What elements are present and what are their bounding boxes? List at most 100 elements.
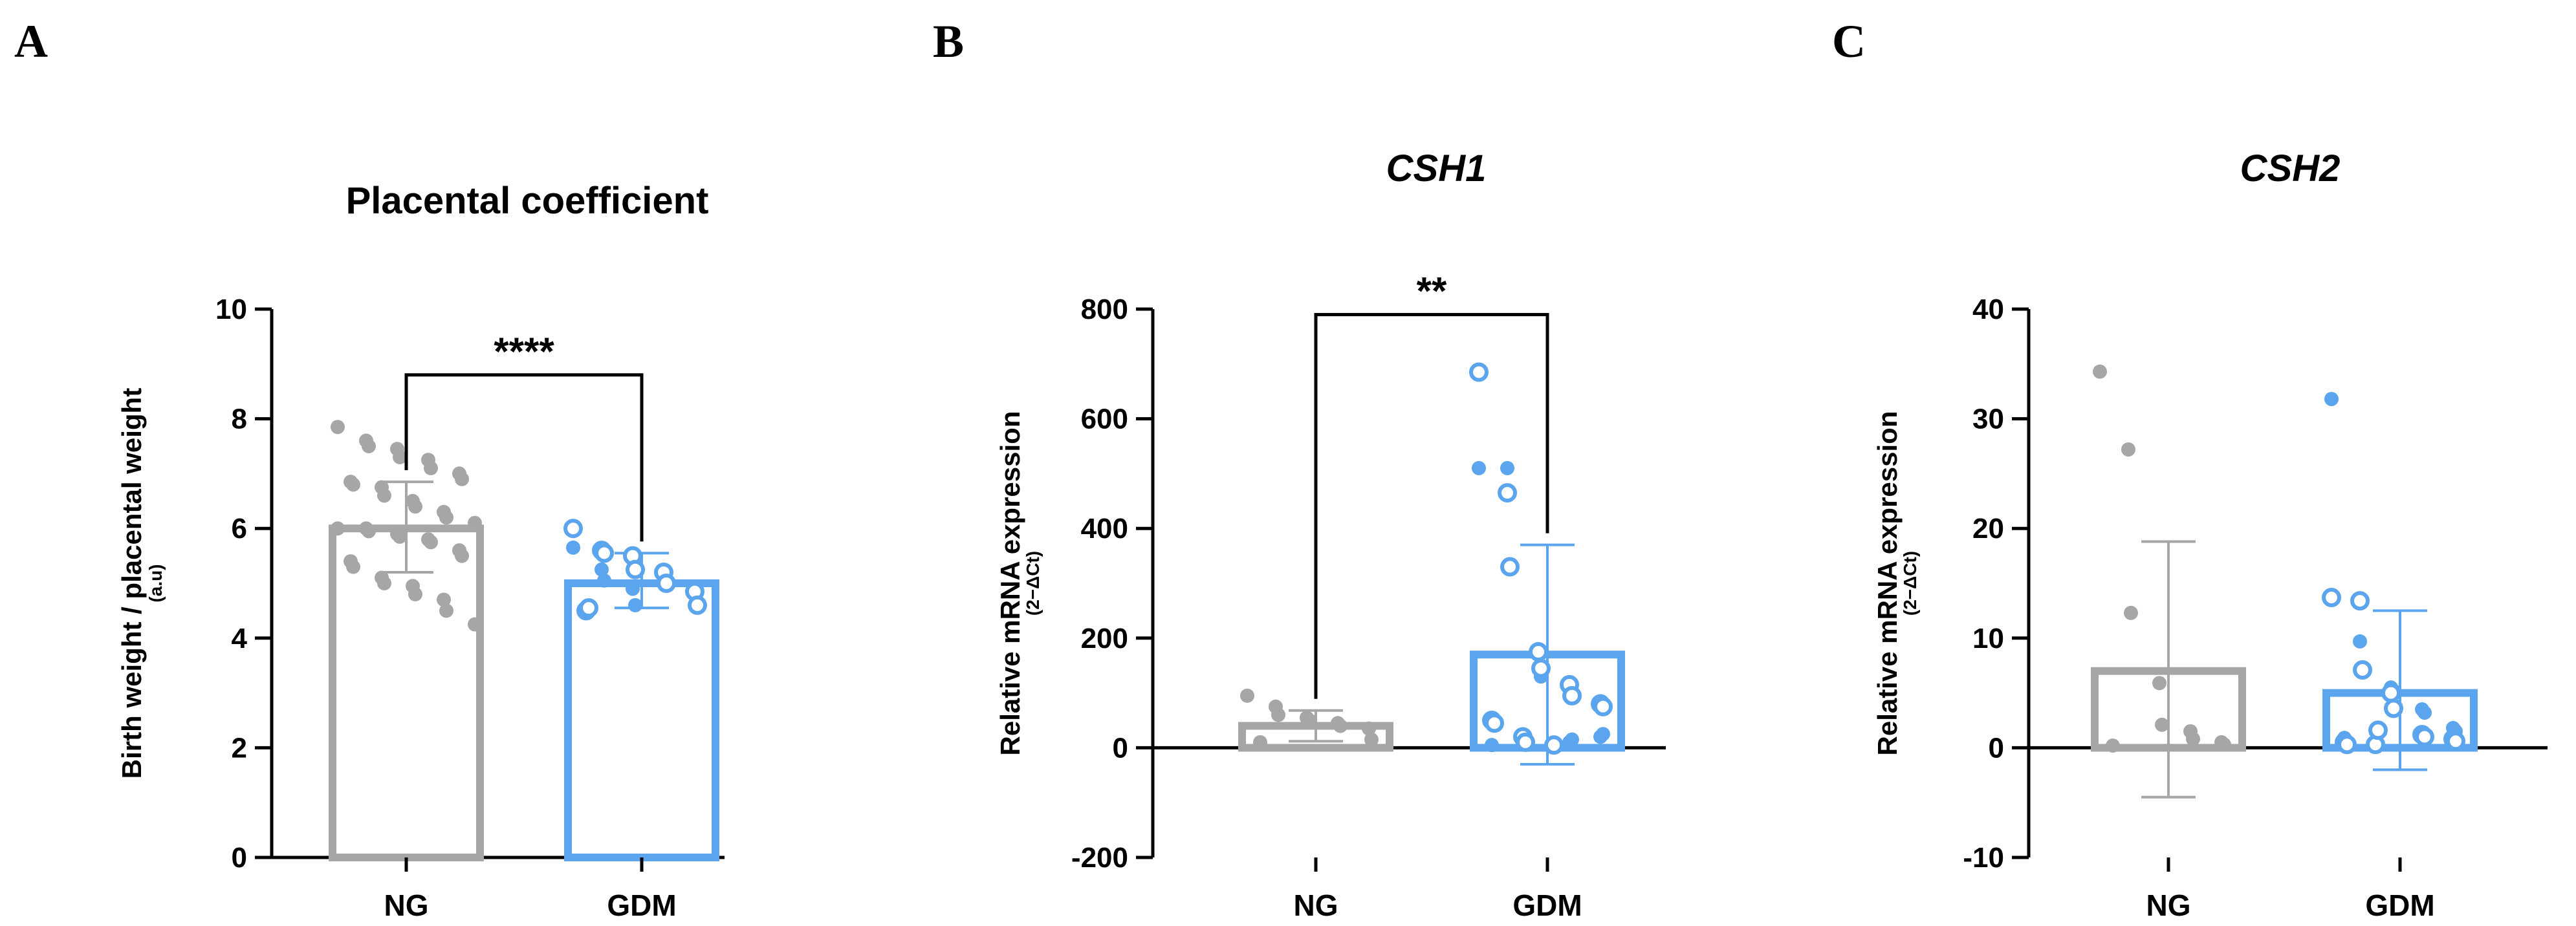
panel-a-point-ng bbox=[377, 576, 391, 590]
panel-c-category-gdm: GDM bbox=[2365, 888, 2434, 922]
panel-a-category-gdm: GDM bbox=[607, 888, 676, 922]
panel-c-letter: C bbox=[1832, 16, 1866, 67]
panel-a-point-ng bbox=[437, 592, 451, 607]
panel-a-point-ng bbox=[455, 471, 469, 486]
panel-a-bar-ng bbox=[329, 524, 484, 861]
panel-c-point-open-gdm bbox=[2350, 591, 2370, 611]
panel-b-point-open-gdm bbox=[1593, 696, 1613, 716]
panel-b-point-gdm bbox=[1500, 460, 1514, 475]
panel-a-bar-gdm bbox=[564, 579, 719, 861]
panel-a-point-gdm bbox=[566, 540, 580, 555]
panel-b-letter: B bbox=[933, 16, 964, 67]
panel-a-point-ng bbox=[393, 449, 407, 464]
panel-b-point-gdm bbox=[1472, 460, 1486, 475]
panel-a-point-ng bbox=[439, 510, 453, 525]
panel-b-point-open-gdm bbox=[1500, 557, 1520, 577]
panel-b-significance-label: ** bbox=[1417, 269, 1447, 312]
panel-a-point-open-gdm bbox=[595, 543, 614, 563]
panel-b-category-ng: NG bbox=[1294, 888, 1338, 922]
panel-a-point-ng bbox=[468, 617, 482, 632]
panel-a-point-ng bbox=[362, 439, 376, 453]
panel-b-point-ng bbox=[1240, 688, 1254, 703]
panel-b-point-ng bbox=[1302, 713, 1316, 727]
panel-c-point-gdm bbox=[2418, 705, 2432, 720]
panel-a-ytick-label: 0 bbox=[232, 842, 247, 874]
panel-c-point-open-gdm bbox=[2446, 731, 2465, 751]
panel-a-point-ng bbox=[393, 529, 407, 544]
panel-a-title: Placental coefficient bbox=[346, 180, 709, 222]
panel-b-significance-bracket bbox=[1314, 312, 1549, 699]
panel-b-point-open-gdm bbox=[1562, 685, 1582, 705]
panel-a-point-ng bbox=[331, 420, 345, 435]
panel-c-ytick-label: 30 bbox=[1972, 404, 2004, 435]
panel-b-point-open-gdm bbox=[1469, 362, 1489, 382]
panel-a-point-open-gdm bbox=[579, 598, 598, 618]
panel-b-point-ng bbox=[1362, 721, 1376, 736]
panel-c-title: CSH2 bbox=[2240, 147, 2341, 189]
panel-c-point-ng bbox=[2155, 717, 2169, 732]
panel-c-category-ng: NG bbox=[2146, 888, 2191, 922]
panel-c-point-open-gdm bbox=[2368, 720, 2388, 740]
panel-c-point-open-gdm bbox=[2384, 698, 2403, 718]
panel-b-point-ng bbox=[1271, 707, 1285, 722]
panel-b-ylabel-sub: (2−ΔCt) bbox=[1023, 551, 1043, 616]
panel-a-ytick-label: 8 bbox=[232, 404, 247, 435]
panel-c-point-gdm bbox=[2324, 392, 2339, 407]
panel-b-point-gdm bbox=[1596, 727, 1610, 742]
panel-b-category-gdm: GDM bbox=[1512, 888, 1582, 922]
panel-a-ytick-label: 10 bbox=[215, 294, 247, 325]
panel-a-point-ng bbox=[439, 603, 453, 618]
panel-a-point-ng bbox=[362, 524, 376, 539]
panel-a-point-gdm bbox=[595, 562, 609, 577]
panel-c-ytick-label: -10 bbox=[1963, 842, 2004, 874]
panel-b-ytick-label: 200 bbox=[1081, 623, 1128, 654]
panel-b-point-open-gdm bbox=[1516, 732, 1535, 752]
panel-c-ylabel-sub: (2−ΔCt) bbox=[1900, 551, 1920, 616]
panel-a-ytick-label: 2 bbox=[232, 732, 247, 764]
panel-a-letter: A bbox=[14, 16, 48, 67]
panel-a-point-ng bbox=[346, 477, 360, 492]
panel-c-point-open-gdm bbox=[2322, 588, 2341, 608]
panel-a-point-ng bbox=[377, 488, 391, 503]
panel-a-point-gdm bbox=[597, 573, 611, 588]
panel-b-title: CSH1 bbox=[1386, 147, 1487, 189]
panel-b-point-open-gdm bbox=[1531, 658, 1551, 678]
panel-b-point-open-gdm bbox=[1544, 735, 1564, 755]
panel-a-point-open-gdm bbox=[563, 519, 583, 539]
panel-c-ytick-label: 40 bbox=[1972, 294, 2004, 325]
panel-a-point-ng bbox=[424, 460, 438, 475]
panel-b-ytick-label: -200 bbox=[1071, 842, 1128, 874]
panel-c-point-ng bbox=[2106, 738, 2120, 753]
panel-b-point-ng bbox=[1364, 732, 1379, 747]
panel-c-point-open-gdm bbox=[2415, 727, 2434, 747]
panel-c-point-ng bbox=[2121, 442, 2135, 457]
panel-a-ytick-label: 4 bbox=[232, 623, 248, 654]
panel-a-point-open-gdm bbox=[657, 574, 676, 593]
panel-c-point-gdm bbox=[2353, 634, 2367, 649]
panel-c-point-ng bbox=[2093, 364, 2107, 379]
panel-b-point-open-gdm bbox=[1498, 483, 1517, 503]
panel-c-point-ng bbox=[2186, 731, 2200, 746]
panel-c-ytick-label: 10 bbox=[1972, 623, 2004, 654]
panel-c-point-ng bbox=[2152, 676, 2167, 691]
panel-a-point-ng bbox=[408, 587, 422, 601]
panel-c-ylabel: Relative mRNA expression bbox=[1872, 411, 1903, 756]
panel-a-point-gdm bbox=[628, 598, 642, 612]
panel-a-point-open-gdm bbox=[626, 559, 645, 579]
panel-a-ytick-label: 6 bbox=[232, 513, 247, 544]
panel-a-point-ng bbox=[424, 535, 438, 550]
panel-c-ytick-label: 20 bbox=[1972, 513, 2004, 544]
panel-b-ytick-label: 400 bbox=[1081, 513, 1128, 544]
panel-c-point-ng bbox=[2217, 737, 2231, 752]
panel-b-point-gdm bbox=[1485, 738, 1499, 753]
panel-b-ytick-label: 800 bbox=[1081, 294, 1128, 325]
panel-b-point-ng bbox=[1253, 735, 1267, 749]
panel-a-point-ng bbox=[408, 499, 422, 514]
panel-a-point-gdm bbox=[626, 581, 640, 596]
panel-a-point-ng bbox=[455, 548, 469, 563]
panel-a-point-ng bbox=[468, 515, 482, 530]
panel-b-point-gdm bbox=[1565, 732, 1579, 747]
panel-a-point-ng bbox=[331, 521, 345, 536]
panel-b-point-ng bbox=[1333, 718, 1348, 733]
